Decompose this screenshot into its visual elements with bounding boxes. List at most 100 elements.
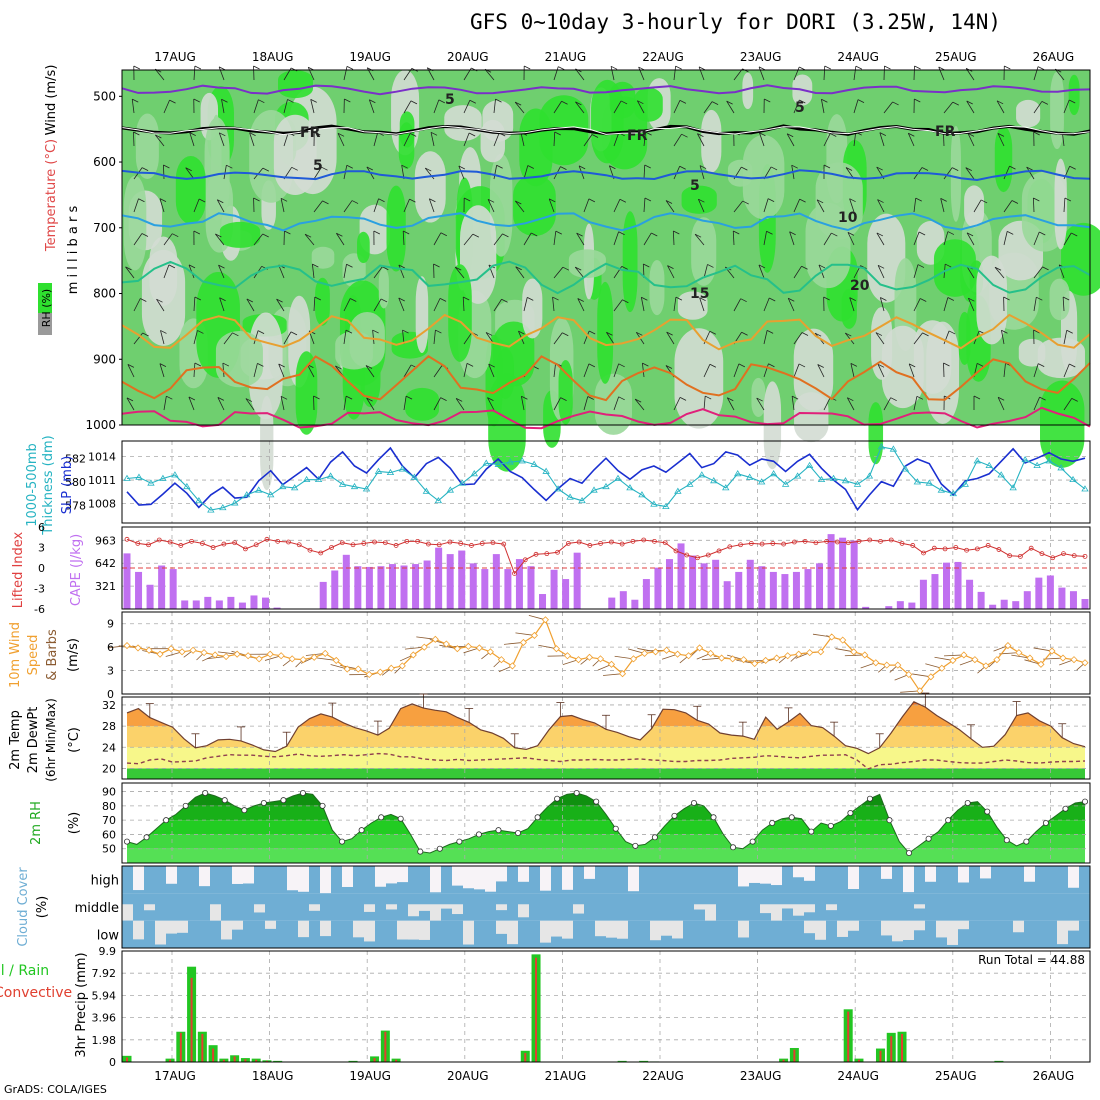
cape-bar [238, 602, 246, 609]
wind-barb-flag [312, 263, 319, 268]
wind-speed-point [1004, 642, 1012, 650]
rh-point [475, 831, 482, 838]
cloud-cell [804, 866, 815, 881]
wind-barb [276, 298, 285, 312]
wind-speed-point [585, 653, 594, 661]
wind-barb [966, 265, 975, 279]
wind-speed-point [376, 668, 384, 676]
cape-bar [400, 565, 408, 609]
rh-point [397, 815, 404, 822]
wind-barb-flag [814, 332, 822, 337]
wind-speed-point [145, 646, 153, 654]
thickness-tick-label: 578 [65, 499, 86, 512]
wind-barb-flag [943, 362, 950, 367]
rh-point [1003, 837, 1010, 844]
wind-barb [997, 133, 1005, 147]
pressure-tick-label: 600 [93, 155, 116, 169]
wind-speed-point [938, 664, 946, 672]
thickness-point [889, 445, 898, 452]
cloud-cell [221, 920, 232, 940]
panel-frame [121, 611, 1091, 695]
wind-barb-flag [488, 363, 495, 368]
wind-barb [996, 100, 1005, 114]
rh-blob [349, 312, 385, 368]
thickness-point [698, 471, 706, 478]
lifted-index-point [662, 540, 668, 546]
lifted-index-point [802, 538, 808, 544]
wind-barb-flag [1039, 396, 1046, 401]
wind-barb [403, 133, 411, 147]
wind-barb-flag [218, 264, 225, 269]
lifted-index-point [458, 541, 464, 546]
wind-barb [823, 65, 826, 81]
wind-barb-flag [257, 363, 264, 367]
wind-barb [575, 101, 585, 114]
wind-barb [311, 264, 315, 279]
wind-barb [849, 297, 855, 312]
wind-label: Wind (m/s) [44, 65, 59, 136]
wind-barb-flag [766, 230, 773, 235]
wind-barb [643, 232, 652, 246]
wind-barb [307, 67, 315, 81]
cloud-cell [463, 866, 474, 889]
wind-barb-flag [1037, 66, 1045, 70]
wind-barb [667, 265, 675, 279]
wind-speed-point [134, 644, 142, 652]
wind-barb [703, 264, 708, 279]
thickness-point [159, 474, 167, 481]
pressure-tick-label: 500 [93, 89, 116, 103]
rh-blob [149, 236, 178, 306]
rh-blob [691, 217, 717, 286]
thickness-point [290, 484, 299, 491]
wind-speed-point [971, 656, 979, 664]
wind-barb-flag [156, 298, 163, 303]
wind-barb [968, 298, 975, 312]
thickness-point [1033, 461, 1041, 468]
rh-band [127, 820, 1085, 835]
wind-speed-point [288, 655, 296, 663]
wind-speed-point [519, 638, 527, 647]
wind-barb [493, 233, 503, 246]
wind-barb-flag [531, 232, 538, 237]
cloud-cell [243, 866, 254, 884]
wind-barb-flag [699, 165, 707, 169]
rh-point [1062, 805, 1069, 812]
cape-bar [712, 559, 720, 609]
date-label-top: 21AUG [545, 50, 587, 64]
thickness-point [470, 470, 478, 477]
lifted-index-point [985, 543, 991, 548]
thickness-point [326, 472, 335, 479]
contour-label: 5 [445, 92, 455, 108]
wind-barb [280, 198, 285, 213]
lifted-index-point [296, 542, 302, 548]
wind-barb-flag [791, 395, 799, 400]
wind-barb [365, 365, 375, 378]
wind-barb [193, 198, 200, 213]
wind-speed-line [126, 618, 1086, 692]
rh-blob [964, 185, 985, 228]
cape-bar [608, 597, 616, 609]
contour-label: FR [300, 125, 321, 141]
wind-speed-point [508, 662, 516, 670]
rh-blob [1049, 278, 1070, 321]
wind-barb-flag [345, 329, 353, 334]
pressure-tick-label: 700 [93, 221, 116, 235]
rh-point [906, 850, 913, 857]
wind-barb-flag [644, 197, 652, 202]
li-tick-label: -3 [34, 583, 45, 596]
temp-contour-25 [121, 355, 1091, 402]
wind-barb-flag [314, 131, 321, 136]
wind-speed-point [1081, 659, 1089, 667]
thickness-point [314, 475, 323, 483]
lifted-index-point [888, 537, 894, 543]
cape-bar [654, 567, 662, 609]
wind-speed-point [718, 654, 726, 662]
wind-speed-point [167, 645, 175, 653]
wind-barb-flag [401, 164, 408, 169]
wind-barb [793, 363, 800, 378]
wind-barb-flag [816, 199, 824, 204]
rh-blob [278, 70, 313, 99]
wind-barb [373, 198, 379, 213]
wind-barb [965, 167, 975, 180]
wind-speed-point [883, 661, 891, 669]
